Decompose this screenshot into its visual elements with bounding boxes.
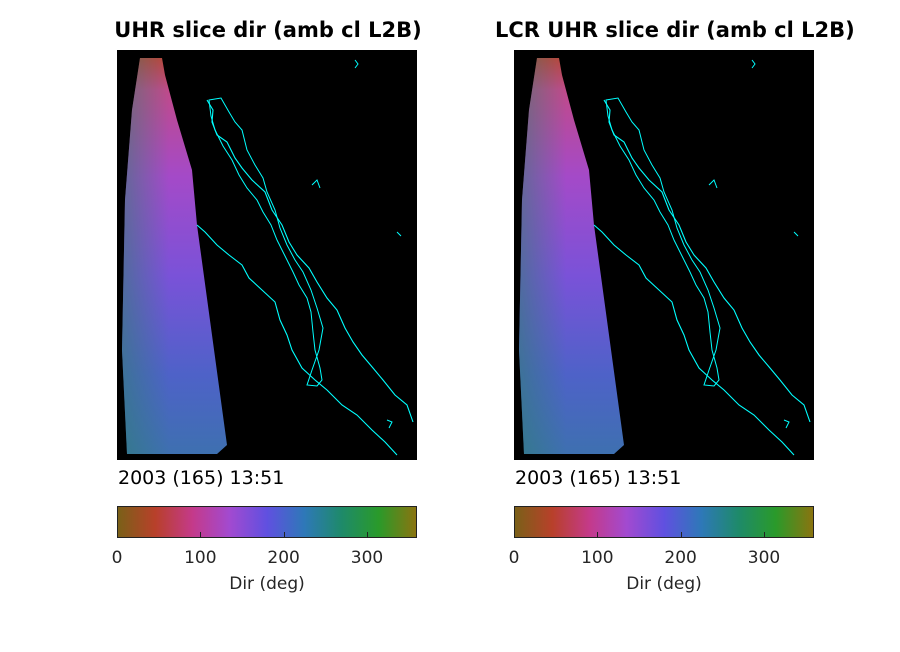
coastline [206,99,414,423]
colorbar-tick-label: 200 [664,548,697,568]
colorbar-ticks: 0 100 200 300 [112,532,417,568]
colorbar-tick-label: 100 [184,548,217,568]
coastline [603,99,811,423]
timestamp: 2003 (165) 13:51 [515,467,682,489]
coastline [708,179,718,189]
coastline [783,419,790,429]
colorbar [117,506,417,538]
colorbar-tick-label: 0 [111,548,123,568]
chart-title: LCR UHR slice dir (amb cl L2B) [495,18,855,42]
colorbar-tick-mark [117,532,118,537]
colorbar-tick-label: 100 [581,548,614,568]
colorbar-label: Dir (deg) [229,574,305,594]
map-plot [519,58,811,456]
colorbar-tick-mark [680,532,682,537]
right-chart: LCR UHR slice dir (amb cl L2B) [495,0,900,652]
colorbar-label: Dir (deg) [626,574,702,594]
colorbar-tick-mark [597,532,599,537]
colorbar-tick-label: 300 [747,548,781,568]
colorbar [514,506,814,538]
colorbar-tick-mark [514,532,515,537]
coastline [311,179,321,189]
coastline [386,419,393,429]
chart-title: UHR slice dir (amb cl L2B) [114,18,422,42]
timestamp: 2003 (165) 13:51 [118,467,285,489]
colorbar-tick-mark [283,532,285,537]
wind-direction-map [117,50,417,460]
wind-direction-map [514,50,814,460]
colorbar-tick-label: 0 [508,548,520,568]
coastline [605,97,721,387]
colorbar-tick-label: 300 [350,548,384,568]
colorbar-tick-mark [367,532,368,537]
coastline [593,224,795,456]
coastline [751,59,756,69]
coastline [396,231,402,237]
map-plot [122,58,414,456]
colorbar-ticks: 0 100 200 300 [509,532,814,568]
colorbar-tick-mark [200,532,202,537]
coastline [208,97,324,387]
colorbar-tick-label: 200 [267,548,300,568]
colorbar-tick-mark [764,532,765,537]
swath-edge [519,58,624,454]
left-chart: UHR slice dir (amb cl L2B) [98,0,518,652]
coastline [196,224,398,456]
swath-edge [122,58,227,454]
coastline [354,59,359,69]
coastline [793,231,799,237]
